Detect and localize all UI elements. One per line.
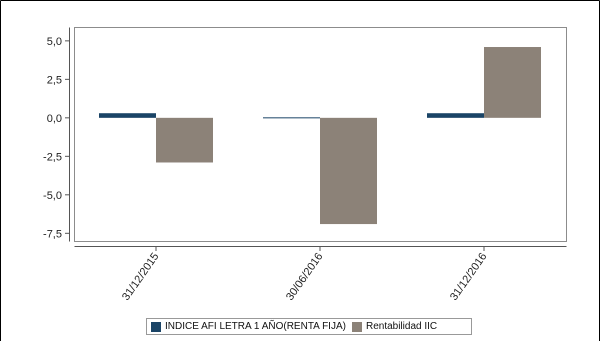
y-tick-label: -7,5: [43, 228, 62, 240]
bars: [99, 47, 541, 225]
y-tick-label: -2,5: [43, 151, 62, 163]
legend-swatch-series1: [151, 321, 161, 332]
bar-series2: [156, 117, 213, 163]
y-axis-ticks: 5,0 2,5 0,0 -2,5 -5,0 -7,5: [43, 36, 70, 240]
legend-label-series1: INDICE AFI LETRA 1 AÑO(RENTA FIJA): [165, 321, 346, 332]
legend: INDICE AFI LETRA 1 AÑO(RENTA FIJA) Renta…: [146, 318, 472, 335]
bar-series2: [320, 117, 377, 225]
x-tick-label: 31/12/2015: [120, 251, 161, 303]
x-tick-label: 30/06/2016: [284, 251, 325, 303]
bar-series1: [263, 117, 320, 119]
legend-swatch-series2: [351, 321, 362, 332]
legend-item-series1: INDICE AFI LETRA 1 AÑO(RENTA FIJA): [151, 321, 346, 332]
x-axis-ticks: 31/12/2015 30/06/2016 31/12/2016: [120, 246, 489, 303]
bar-series1: [99, 113, 156, 118]
y-tick-label: -5,0: [43, 190, 62, 202]
legend-item-series2: Rentabilidad IIC: [351, 321, 438, 332]
y-tick-label: 5,0: [47, 36, 62, 48]
bar-series1: [427, 113, 484, 118]
x-tick-label: 31/12/2016: [448, 251, 489, 303]
y-tick-label: 2,5: [47, 74, 62, 86]
y-tick-label: 0,0: [47, 113, 62, 125]
plot-area: [74, 27, 567, 242]
legend-label-series2: Rentabilidad IIC: [365, 321, 438, 332]
bar-series2: [484, 47, 541, 118]
